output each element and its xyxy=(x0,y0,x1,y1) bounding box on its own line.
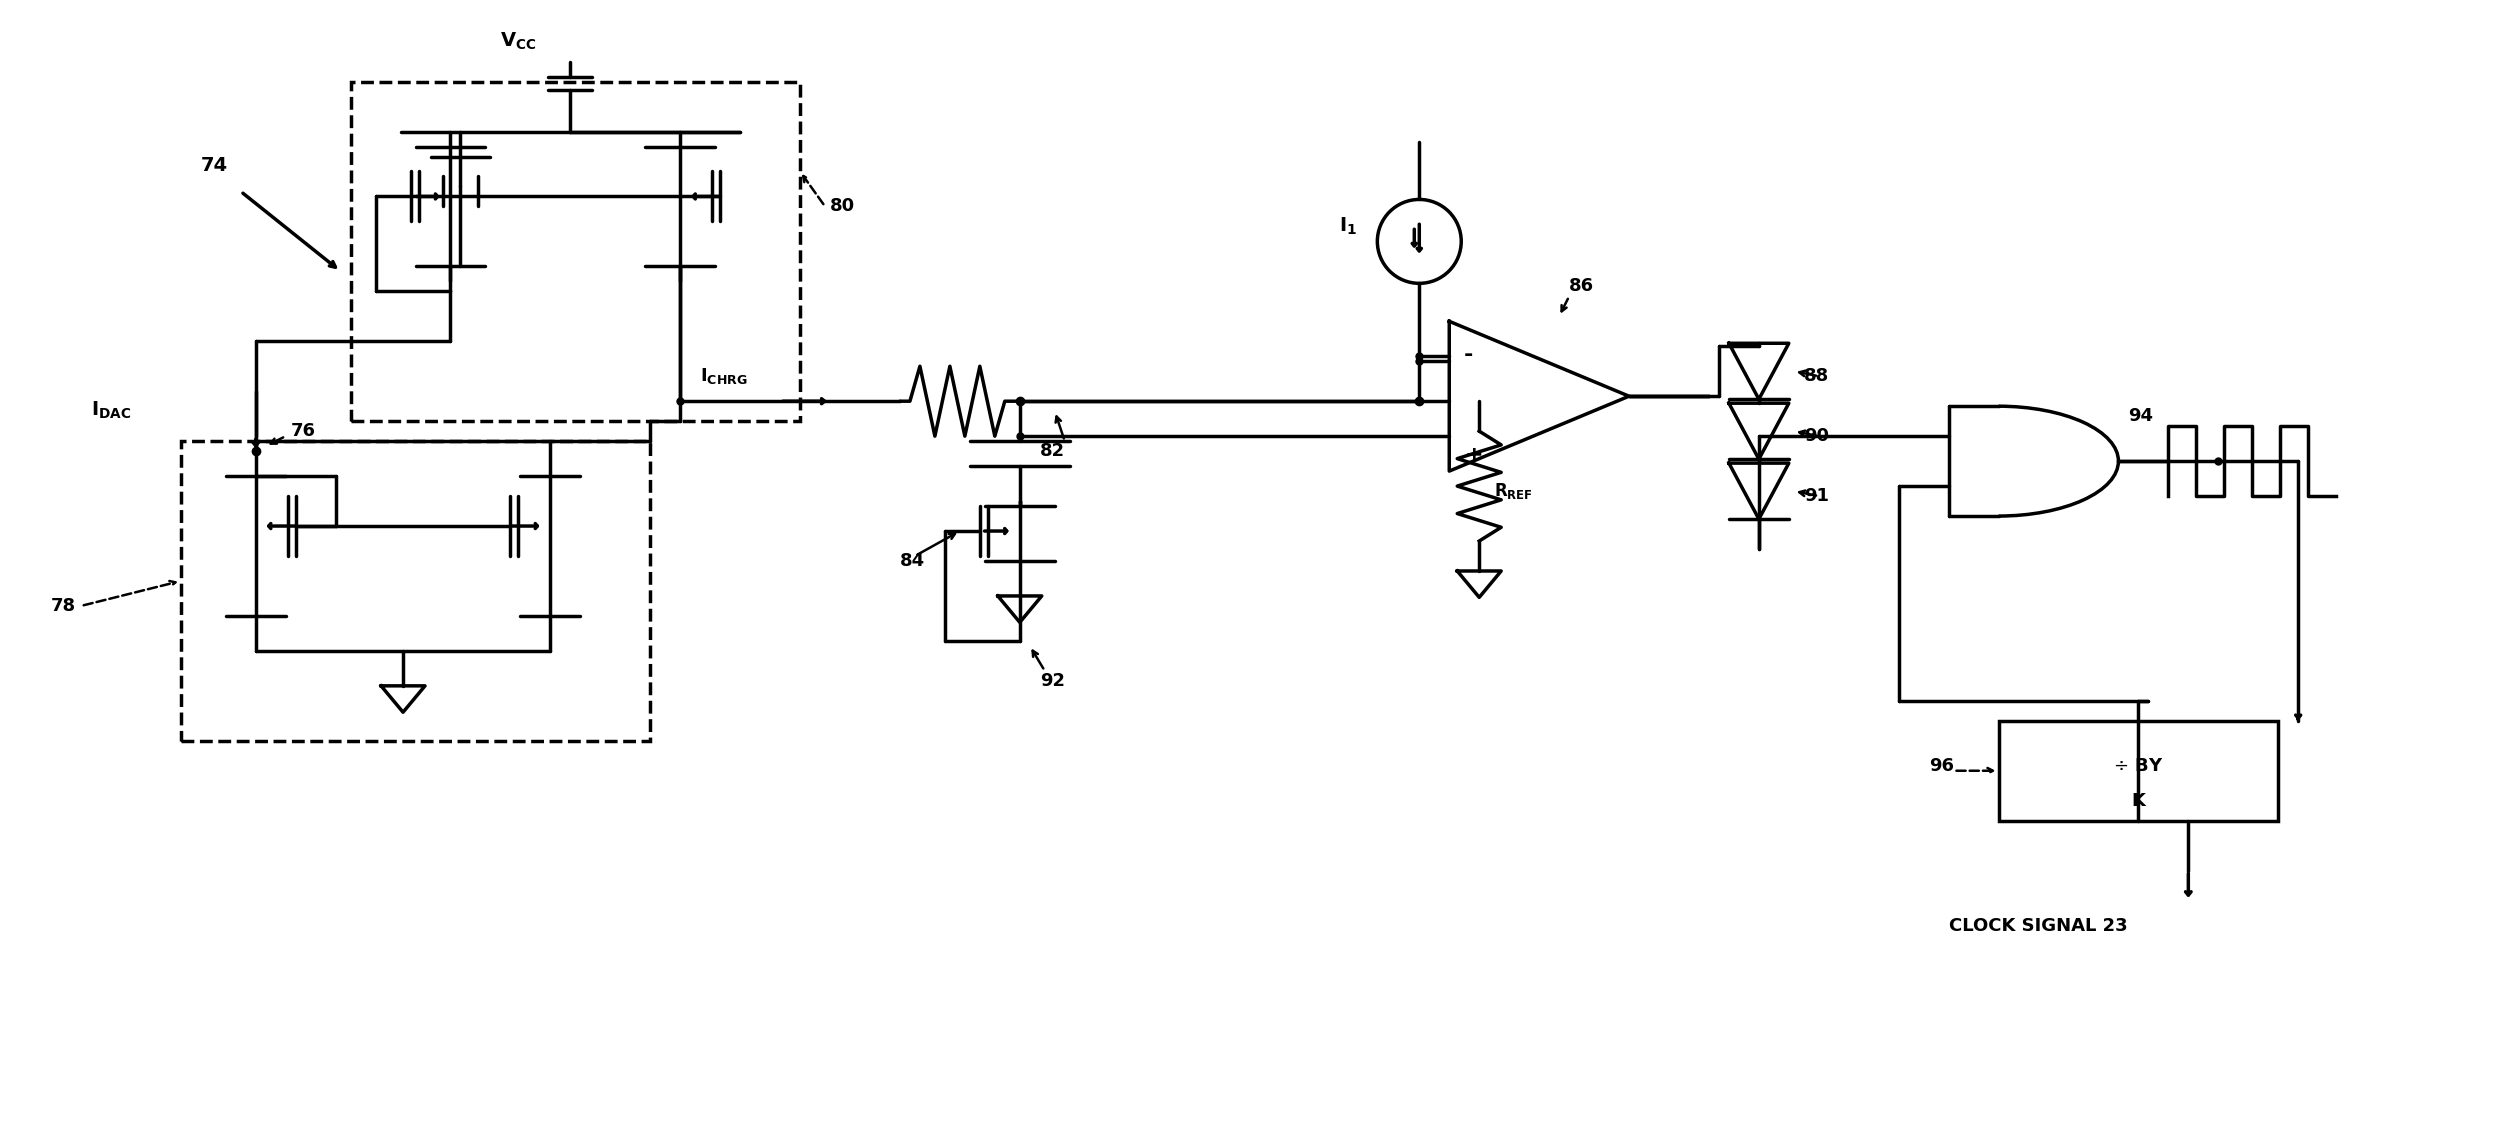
Text: 91: 91 xyxy=(1804,487,1829,506)
Text: 88: 88 xyxy=(1804,368,1829,386)
Text: 78: 78 xyxy=(50,597,75,615)
Text: 92: 92 xyxy=(1040,671,1065,689)
Text: 86: 86 xyxy=(1569,277,1594,295)
Text: I$_{\mathbf{DAC}}$: I$_{\mathbf{DAC}}$ xyxy=(90,400,132,421)
Text: 80: 80 xyxy=(830,197,855,215)
Text: CLOCK SIGNAL 23: CLOCK SIGNAL 23 xyxy=(1949,917,2127,935)
Text: 84: 84 xyxy=(900,552,925,569)
Text: I$_{\mathbf{CHRG}}$: I$_{\mathbf{CHRG}}$ xyxy=(700,367,747,387)
Text: 94: 94 xyxy=(2129,407,2154,425)
Text: +: + xyxy=(1464,445,1482,465)
Text: -: - xyxy=(1464,345,1474,365)
Text: 82: 82 xyxy=(1040,442,1065,460)
Text: R$_{\mathbf{REF}}$: R$_{\mathbf{REF}}$ xyxy=(1494,481,1532,501)
Text: K: K xyxy=(2132,791,2144,809)
Text: $\div$ BY: $\div$ BY xyxy=(2114,757,2164,775)
Text: V$_{\mathbf{CC}}$: V$_{\mathbf{CC}}$ xyxy=(500,30,537,52)
Text: 76: 76 xyxy=(290,423,315,441)
Text: 96: 96 xyxy=(1929,757,1954,775)
Text: 74: 74 xyxy=(200,157,227,176)
Text: I$_{\mathbf{1}}$: I$_{\mathbf{1}}$ xyxy=(1339,215,1357,237)
Text: 90: 90 xyxy=(1804,427,1829,445)
